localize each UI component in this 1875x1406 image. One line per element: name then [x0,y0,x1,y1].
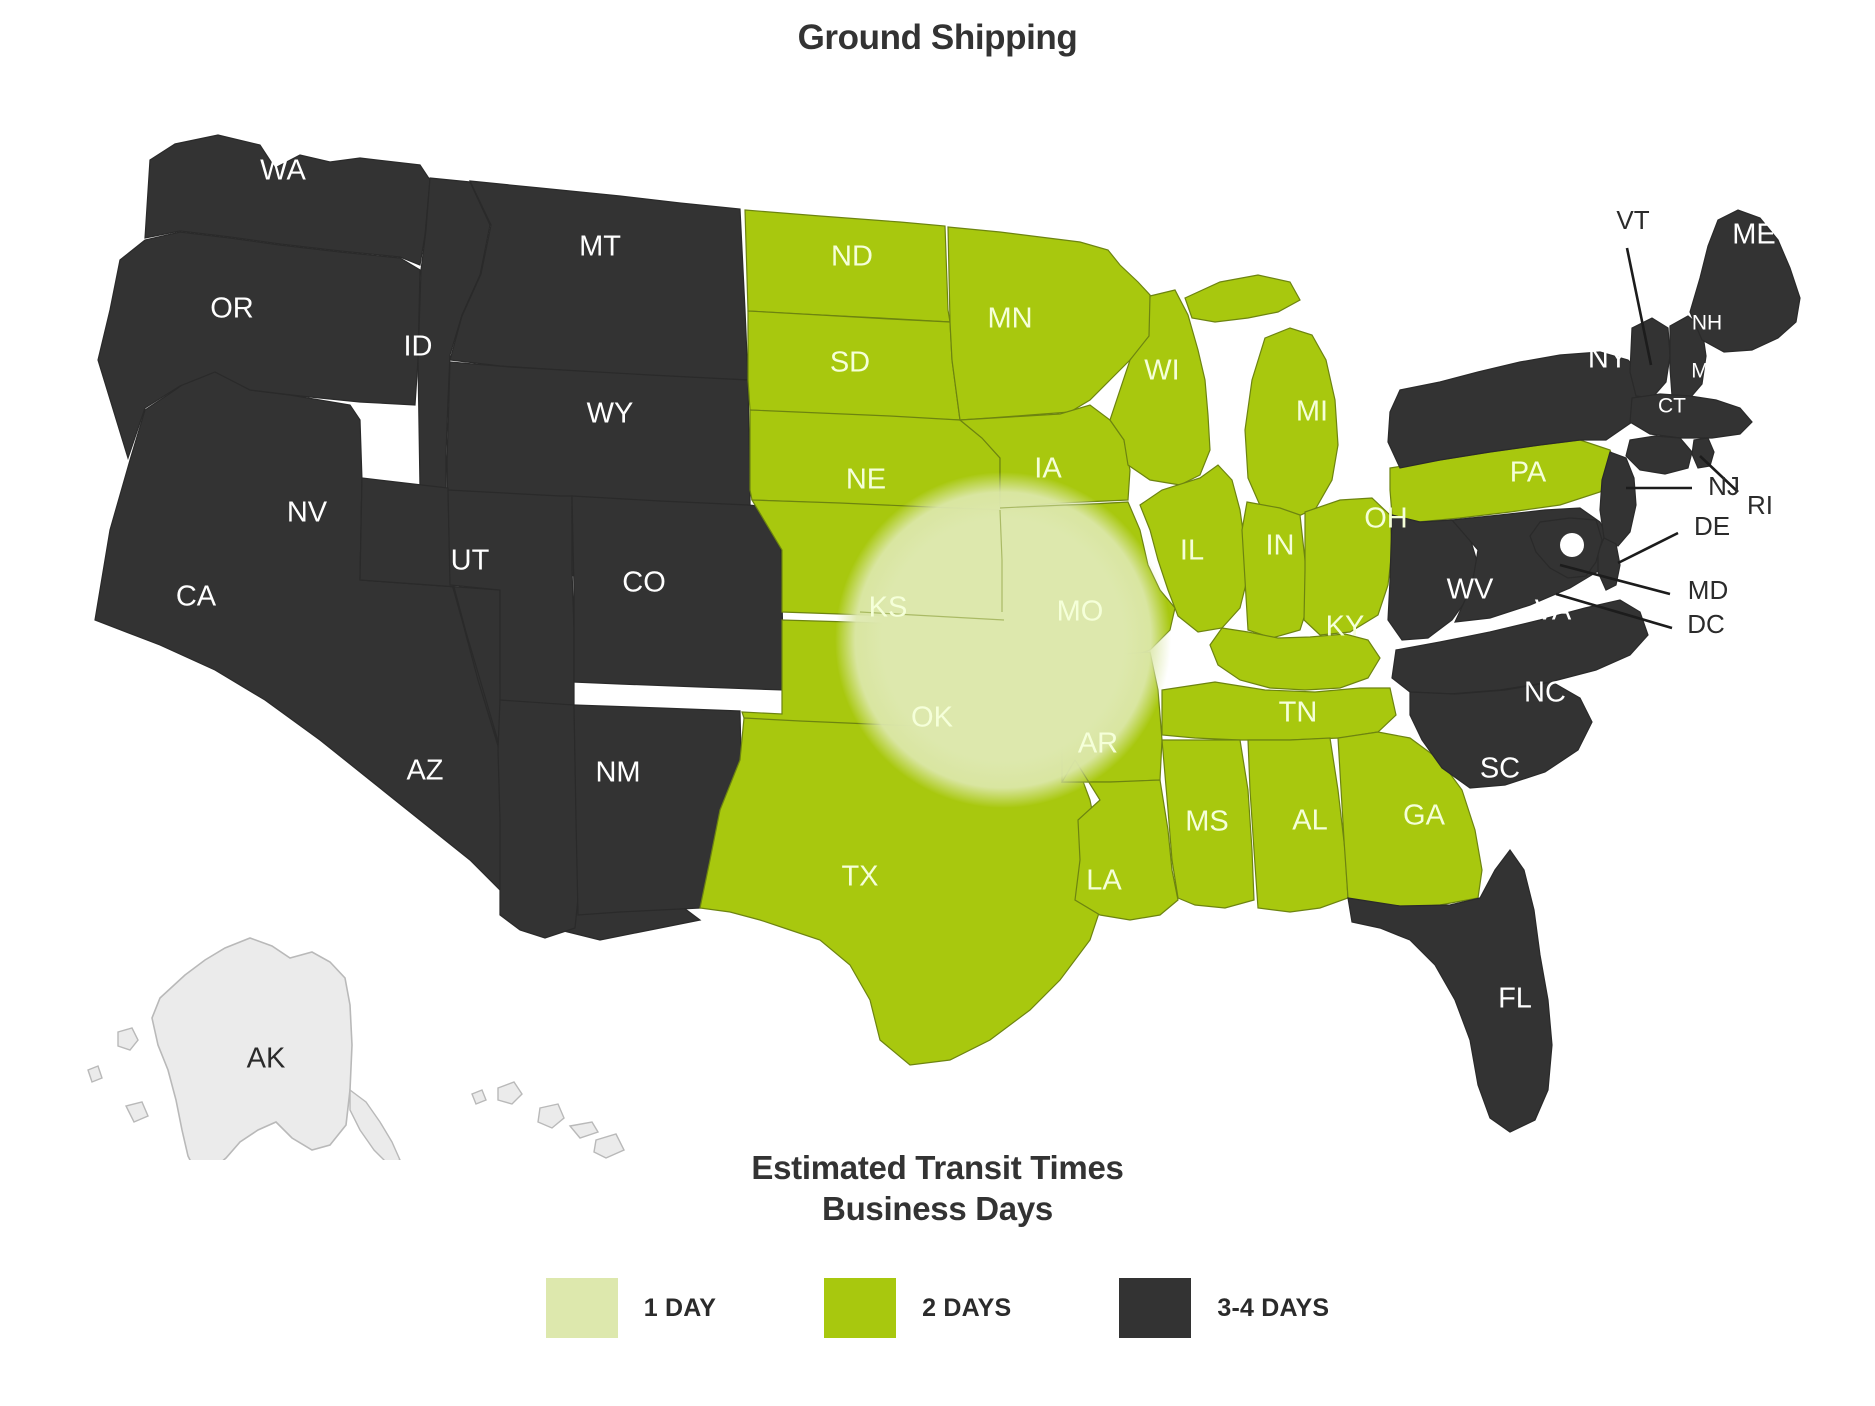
state-mi-upper[interactable] [1184,274,1301,323]
state-mi[interactable] [1244,327,1339,521]
state-de[interactable] [1597,537,1621,591]
leader-line-md [1559,563,1671,596]
label-vt: VT [1616,205,1649,235]
label-dc: DC [1687,609,1725,639]
hawaii-islands[interactable] [471,1081,625,1159]
non-contiguous-states [87,937,625,1160]
state-al[interactable] [1247,737,1349,913]
state-in[interactable] [1241,501,1309,639]
state-oh[interactable] [1303,497,1393,636]
legend-item-2-days[interactable]: 2 DAYS [824,1278,1011,1338]
state-wv[interactable] [1387,514,1479,641]
state-nj[interactable] [1599,451,1637,547]
state-az[interactable] [497,699,579,939]
state-ky[interactable] [1209,627,1381,691]
one-day-zone-overlay [835,472,1171,808]
state-ri[interactable] [1691,437,1715,469]
legend-label-2-days: 2 DAYS [922,1293,1012,1322]
leader-line-ri [1699,455,1739,493]
state-la[interactable] [1060,758,1179,921]
legend-item-1-day[interactable]: 1 DAY [545,1278,717,1338]
state-ma[interactable] [1629,393,1753,439]
state-ct[interactable] [1625,435,1693,475]
label-de: DE [1694,511,1730,541]
ak-panhandle [349,1088,401,1160]
ak-island-2 [87,1065,103,1083]
label-ri: RI [1747,490,1773,520]
us-shipping-map: WA MT OR ID WY NV UT CO CA AZ NM ND MN S… [0,60,1875,1160]
state-co[interactable] [571,495,785,691]
state-wi[interactable] [1109,289,1211,486]
state-il[interactable] [1139,464,1248,633]
legend-label-3-4-days: 3-4 DAYS [1217,1293,1330,1322]
dc-marker-dot[interactable] [1560,533,1584,557]
map-legend: 1 DAY 2 DAYS 3-4 DAYS [0,1278,1875,1338]
state-nd[interactable] [744,209,951,323]
state-ak[interactable] [151,937,353,1160]
page-title: Ground Shipping [797,18,1078,57]
state-tn[interactable] [1161,681,1397,741]
leader-line-de [1617,531,1679,565]
leader-line-dc [1555,592,1673,630]
subtitle-line-2: Business Days [822,1189,1053,1227]
label-nj: NJ [1708,471,1740,501]
legend-swatch-2-days [824,1278,897,1338]
state-mt[interactable] [449,180,749,381]
label-md: MD [1688,575,1728,605]
state-me[interactable] [1689,209,1801,353]
one-day-zone-borders [859,501,1129,621]
legend-label-1-day: 1 DAY [643,1293,717,1322]
legend-swatch-3-4-days [1119,1278,1192,1338]
leader-line-vt [1625,247,1653,366]
state-fl[interactable] [1347,848,1553,1133]
ak-island-1 [117,1027,139,1051]
state-ms[interactable] [1161,739,1255,909]
legend-item-3-4-days[interactable]: 3-4 DAYS [1119,1278,1329,1338]
zone-3-4-days-east [1347,209,1801,1133]
state-nh[interactable] [1669,315,1707,399]
state-id[interactable] [417,177,491,491]
state-sc[interactable] [1409,681,1593,789]
ak-island-3 [124,1101,149,1123]
legend-swatch-1-day [545,1278,618,1338]
zone-3-4-days-west [94,134,785,941]
state-sd[interactable] [747,310,961,421]
map-subtitle: Estimated Transit Times Business Days [0,1148,1875,1230]
subtitle-line-1: Estimated Transit Times [751,1149,1124,1186]
